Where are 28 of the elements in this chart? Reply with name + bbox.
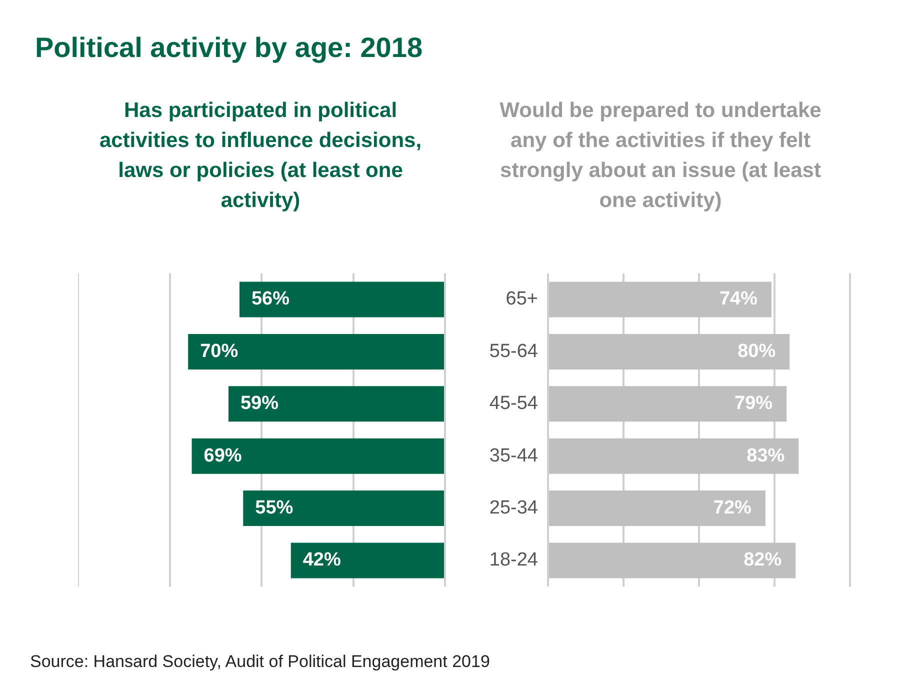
bar <box>192 438 444 474</box>
source-note: Source: Hansard Society, Audit of Political Engagement 2019 <box>30 652 490 672</box>
data-label: 69% <box>204 445 242 466</box>
data-label: 70% <box>200 340 238 362</box>
y-tick-label: 25-34 <box>489 498 538 519</box>
data-label: 80% <box>738 340 776 362</box>
data-label: 74% <box>719 288 758 310</box>
bar <box>239 282 444 318</box>
bar <box>243 490 444 526</box>
data-label: 82% <box>744 550 782 571</box>
data-label: 55% <box>255 498 294 519</box>
y-tick-label: 35-44 <box>489 445 538 466</box>
bar <box>188 334 444 370</box>
data-label: 59% <box>240 393 279 414</box>
chart-title: Would be prepared to undertake any of the activities if they felt strongly about an issue (at least one activity) <box>498 98 822 214</box>
chart-subtitle: Has participated in political activities to influence decisions, laws or policies (at least one activity) <box>98 98 423 214</box>
bar <box>290 542 444 578</box>
data-label: 56% <box>251 288 290 310</box>
bar <box>228 386 444 422</box>
data-label: 42% <box>302 550 341 571</box>
y-tick-label: 65+ <box>506 288 538 310</box>
y-tick-label: 55-64 <box>489 340 538 362</box>
chart-title: Political activity by age: 2018 <box>35 32 423 64</box>
data-label: 79% <box>734 393 773 414</box>
data-label: 83% <box>746 445 785 466</box>
y-tick-label: 45-54 <box>489 393 538 414</box>
data-label: 72% <box>713 498 752 519</box>
y-tick-label: 18-24 <box>489 550 538 571</box>
